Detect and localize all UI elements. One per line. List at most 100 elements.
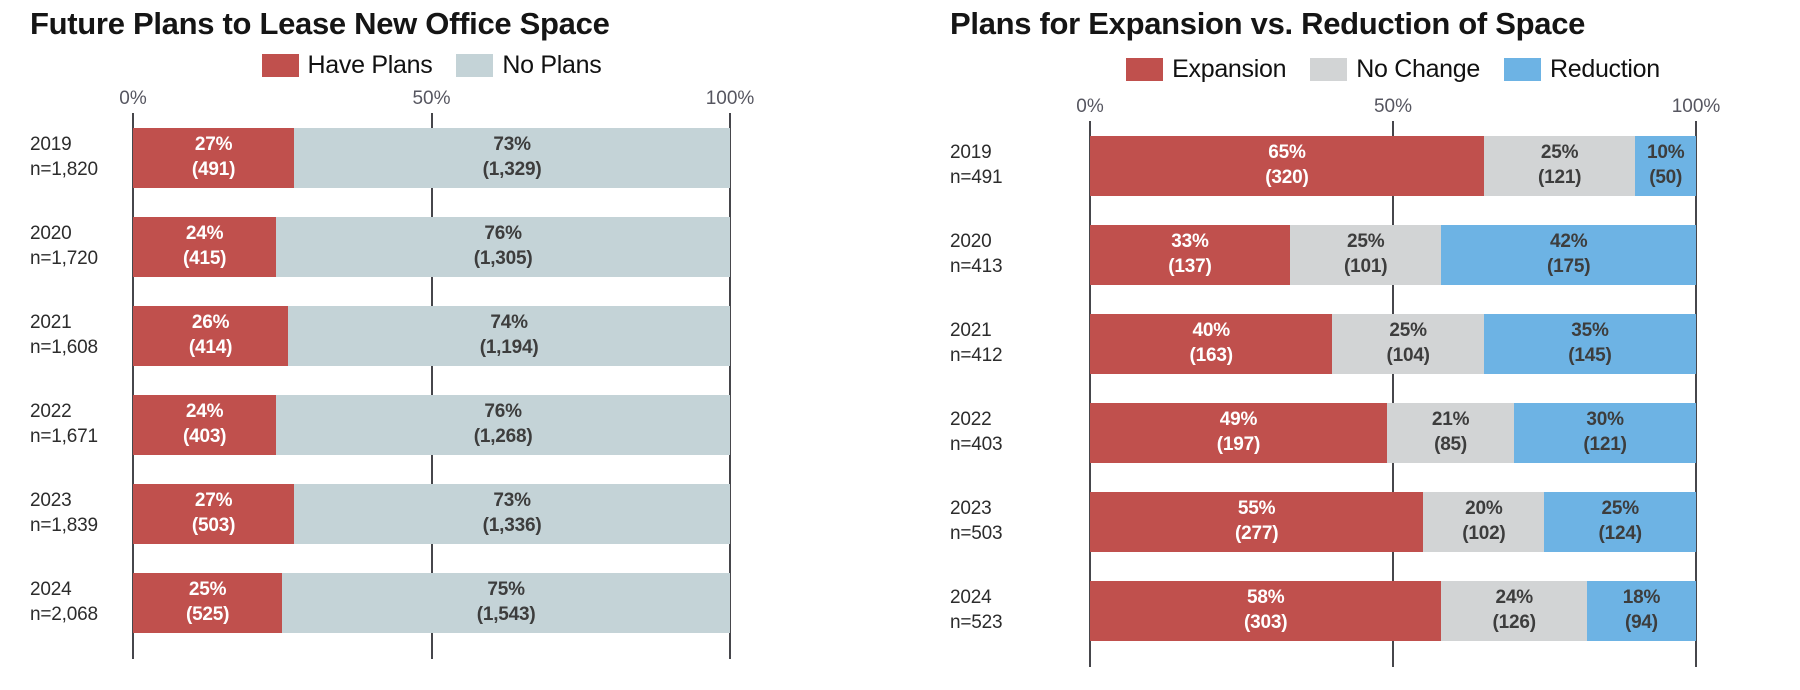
segment-percent-label: 25% xyxy=(1601,498,1640,520)
row-label: 2022 n=1,671 xyxy=(30,395,133,455)
plot-area: 2019 n=491 65% (320) 25% (121) 10% (50) 2020 n=41… xyxy=(950,121,1697,667)
bar-segment: 25% (124) xyxy=(1544,492,1696,552)
bar-segment: 49% (197) xyxy=(1090,403,1387,463)
bar-row: 2022 n=403 49% (197) 21% (85) 30% (121) xyxy=(950,403,1696,463)
segment-percent-label: 40% xyxy=(1192,320,1230,342)
segment-count-label: (121) xyxy=(1583,434,1627,455)
chart-title: Plans for Expansion vs. Reduction of Spa… xyxy=(950,6,1586,41)
bar-track: 24% (403) 76% (1,268) xyxy=(133,395,730,455)
row-year-label: 2021 xyxy=(30,312,72,334)
bar-segment: 42% (175) xyxy=(1441,225,1696,285)
chart-lease-plans: Future Plans to Lease New Office Space H… xyxy=(30,6,754,659)
gridline xyxy=(132,113,134,659)
bar-row: 2020 n=1,720 24% (415) 76% (1,305) xyxy=(30,217,730,277)
row-n-label: n=491 xyxy=(950,167,1003,188)
gridlines xyxy=(1089,121,1697,667)
segment-count-label: (126) xyxy=(1492,612,1537,633)
segment-percent-label: 74% xyxy=(490,312,528,334)
bar-segment: 24% (126) xyxy=(1441,581,1587,641)
segment-percent-label: 65% xyxy=(1268,142,1306,164)
segment-count-label: (503) xyxy=(191,515,236,536)
bar-track: 58% (303) 24% (126) 18% (94) xyxy=(1090,581,1696,641)
bar-segment: 76% (1,268) xyxy=(276,395,730,455)
bar-row: 2024 n=523 58% (303) 24% (126) 18% (94) xyxy=(950,581,1696,641)
legend-label: Reduction xyxy=(1549,55,1660,83)
legend-item: Have Plans xyxy=(261,51,433,80)
chart-expansion-reduction: Plans for Expansion vs. Reduction of Spa… xyxy=(950,6,1720,667)
bar-segment: 55% (277) xyxy=(1090,492,1424,552)
row-label: 2021 n=412 xyxy=(950,314,1090,374)
row-label: 2019 n=1,820 xyxy=(30,128,133,188)
segment-percent-label: 24% xyxy=(185,401,224,423)
bar-segment: 21% (85) xyxy=(1386,403,1515,463)
segment-percent-label: 26% xyxy=(191,312,230,334)
segment-count-label: (1,268) xyxy=(473,426,533,447)
bar-segment: 24% (415) xyxy=(133,217,277,277)
segment-percent-label: 25% xyxy=(1540,142,1579,164)
segment-percent-label: 49% xyxy=(1219,409,1258,431)
bar-track: 49% (197) 21% (85) 30% (121) xyxy=(1090,403,1696,463)
x-axis-tick: 100% xyxy=(705,88,755,109)
row-label: 2021 n=1,608 xyxy=(30,306,133,366)
segment-percent-label: 55% xyxy=(1237,498,1276,520)
bar-track: 25% (525) 75% (1,543) xyxy=(133,573,730,633)
segment-percent-label: 21% xyxy=(1431,409,1470,431)
gridline xyxy=(1089,121,1091,667)
bar-segment: 26% (414) xyxy=(133,306,289,366)
gridlines xyxy=(132,113,731,659)
segment-percent-label: 24% xyxy=(185,223,224,245)
row-label: 2024 n=523 xyxy=(950,581,1090,641)
segment-percent-label: 27% xyxy=(194,134,233,156)
segment-percent-label: 27% xyxy=(194,490,233,512)
segment-count-label: (403) xyxy=(182,426,227,447)
bar-track: 65% (320) 25% (121) 10% (50) xyxy=(1090,136,1696,196)
row-year-label: 2019 xyxy=(30,134,72,156)
legend-label: Expansion xyxy=(1172,55,1287,83)
segment-percent-label: 35% xyxy=(1571,320,1609,342)
segment-count-label: (414) xyxy=(188,337,233,358)
row-label: 2020 n=413 xyxy=(950,225,1090,285)
bar-track: 24% (415) 76% (1,305) xyxy=(133,217,730,277)
bar-segment: 30% (121) xyxy=(1514,403,1696,463)
bar-row: 2021 n=412 40% (163) 25% (104) 35% (145) xyxy=(950,314,1696,374)
bar-segment: 33% (137) xyxy=(1090,225,1290,285)
bar-segment: 73% (1,329) xyxy=(294,128,730,188)
segment-count-label: (1,329) xyxy=(482,159,542,180)
legend-item: No Change xyxy=(1310,55,1480,84)
bar-track: 55% (277) 20% (102) 25% (124) xyxy=(1090,492,1696,552)
row-label: 2024 n=2,068 xyxy=(30,573,133,633)
segment-count-label: (415) xyxy=(182,248,227,269)
bar-segment: 75% (1,543) xyxy=(282,573,730,633)
gridline xyxy=(1695,121,1697,667)
row-label: 2023 n=1,839 xyxy=(30,484,133,544)
legend: Have Plans No Plans xyxy=(133,51,730,80)
bar-segment: 76% (1,305) xyxy=(276,217,730,277)
bar-row: 2019 n=491 65% (320) 25% (121) 10% (50) xyxy=(950,136,1696,196)
segment-percent-label: 10% xyxy=(1646,142,1685,164)
bar-row: 2023 n=503 55% (277) 20% (102) 25% (124) xyxy=(950,492,1696,552)
bar-segment: 25% (121) xyxy=(1483,136,1636,196)
segment-percent-label: 25% xyxy=(1389,320,1427,342)
row-n-label: n=503 xyxy=(950,523,1003,544)
legend-item: No Plans xyxy=(456,51,602,80)
row-n-label: n=1,608 xyxy=(30,337,98,358)
row-n-label: n=523 xyxy=(950,612,1003,633)
legend-item: Reduction xyxy=(1503,55,1660,84)
row-year-label: 2020 xyxy=(950,231,992,253)
segment-count-label: (303) xyxy=(1244,612,1288,633)
segment-count-label: (320) xyxy=(1265,167,1309,188)
bar-segment: 18% (94) xyxy=(1586,581,1696,641)
segment-percent-label: 30% xyxy=(1586,409,1624,431)
bar-segment: 10% (50) xyxy=(1635,136,1696,196)
x-axis-tick: 50% xyxy=(1373,96,1413,117)
legend-item: Expansion xyxy=(1126,55,1287,84)
bar-segment: 35% (145) xyxy=(1483,314,1696,374)
row-n-label: n=403 xyxy=(950,434,1003,455)
segment-count-label: (102) xyxy=(1462,523,1506,544)
bar-segment: 58% (303) xyxy=(1090,581,1442,641)
segment-count-label: (124) xyxy=(1598,523,1643,544)
row-year-label: 2022 xyxy=(30,401,72,423)
segment-count-label: (101) xyxy=(1344,256,1388,277)
legend-swatch xyxy=(1310,58,1348,81)
segment-count-label: (104) xyxy=(1386,345,1430,366)
